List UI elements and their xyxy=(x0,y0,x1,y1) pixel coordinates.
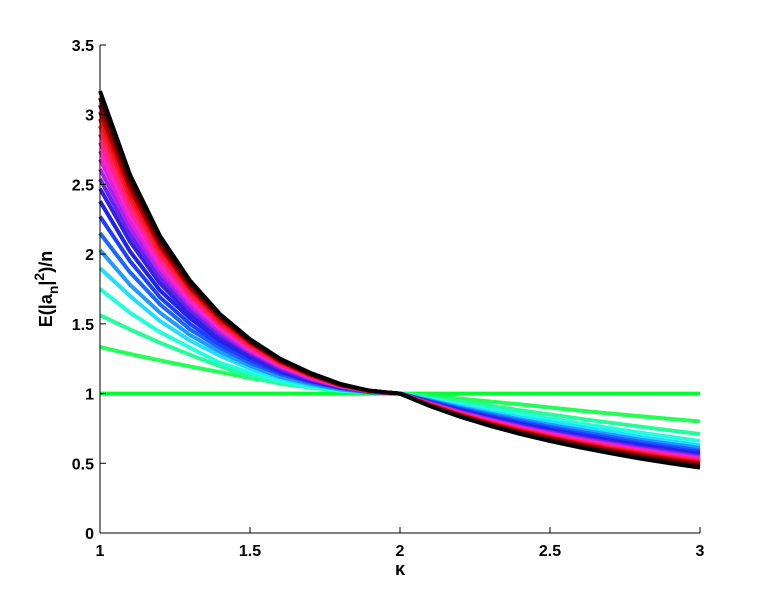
y-tick-label: 1.5 xyxy=(72,317,94,334)
y-axis-label-superscript: 2 xyxy=(31,273,47,281)
x-tick-label: 2.5 xyxy=(539,543,561,560)
y-axis-label-part2: | xyxy=(36,281,56,286)
x-tick-label: 2 xyxy=(396,543,405,560)
series-line-2 xyxy=(99,345,701,424)
y-axis-label: E(|an|2)/n xyxy=(31,251,61,327)
series-line-17 xyxy=(98,125,701,464)
x-tick-label: 1 xyxy=(96,543,105,560)
y-tick-label: 0.5 xyxy=(72,456,94,473)
plot-area xyxy=(98,90,701,470)
y-tick-label: 3 xyxy=(85,108,94,125)
y-axis-label-part1: E(|a xyxy=(36,293,56,327)
x-tick-label: 1.5 xyxy=(239,543,261,560)
x-axis-label: κ xyxy=(395,559,406,579)
y-tick-label: 0 xyxy=(85,526,94,543)
x-axis-ticks: 1 1.5 2 2.5 3 xyxy=(96,527,705,560)
x-tick-label: 3 xyxy=(696,543,705,560)
y-axis-label-part3: )/n xyxy=(36,251,56,273)
y-tick-label: 1 xyxy=(85,387,94,404)
y-tick-label: 3.5 xyxy=(72,38,94,55)
series-line-22 xyxy=(98,90,701,470)
series-line-18 xyxy=(98,118,701,465)
series-line-19 xyxy=(98,111,701,466)
y-tick-label: 2 xyxy=(85,247,94,264)
y-axis-label-subscript: n xyxy=(45,286,61,295)
y-tick-label: 2.5 xyxy=(72,177,94,194)
